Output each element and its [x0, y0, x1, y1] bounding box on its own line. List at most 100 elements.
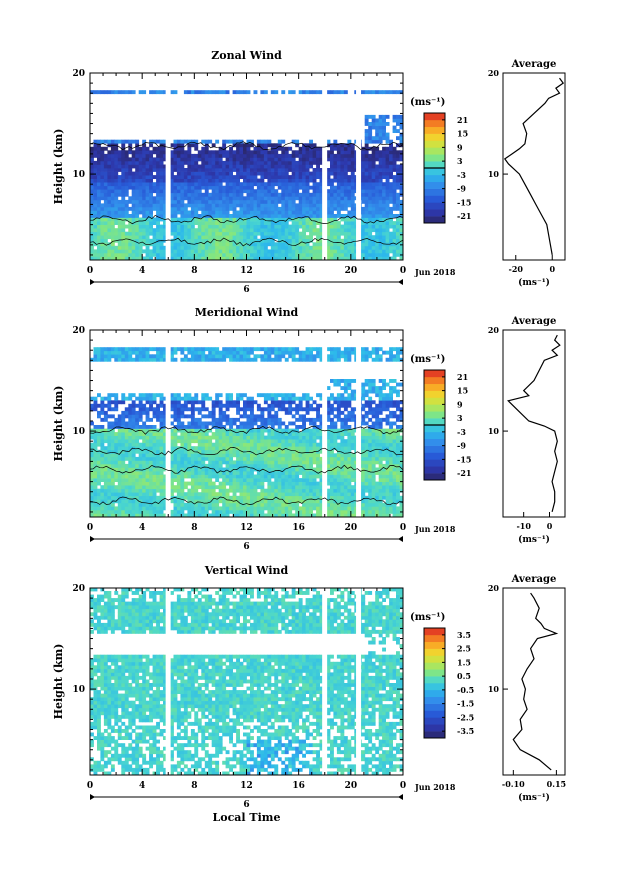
- heatmap-cell: [163, 164, 167, 169]
- heatmap-cell: [107, 513, 112, 518]
- heatmap-cell: [215, 139, 220, 144]
- heatmap-cell: [281, 178, 286, 183]
- heatmap-cell: [211, 245, 216, 250]
- heatmap-cell: [378, 153, 383, 158]
- heatmap-cell: [124, 182, 129, 187]
- colorbar-segment: [424, 154, 445, 162]
- heatmap-cell: [267, 199, 272, 204]
- heatmap-cell: [176, 474, 181, 479]
- heatmap-cell: [288, 245, 293, 250]
- heatmap-cell: [156, 256, 160, 261]
- heatmap-cell: [215, 400, 220, 405]
- heatmap-cell: [267, 242, 272, 247]
- heatmap-cell: [364, 146, 369, 151]
- heatmap-cell: [173, 460, 178, 465]
- heatmap-cell: [201, 513, 206, 518]
- heatmap-cell: [236, 506, 240, 511]
- heatmap-cell: [298, 217, 303, 222]
- heatmap-cell: [173, 499, 178, 504]
- heatmap-cell: [270, 407, 275, 412]
- heatmap-cell: [201, 453, 206, 458]
- heatmap-cell: [142, 206, 147, 211]
- heatmap-cell: [204, 495, 209, 500]
- heatmap-cell: [243, 485, 247, 490]
- heatmap-cell: [114, 393, 119, 398]
- heatmap-cell: [267, 414, 272, 419]
- heatmap-cell: [309, 150, 313, 155]
- heatmap-cell: [263, 492, 268, 497]
- heatmap-cell: [302, 252, 306, 257]
- heatmap-cell: [163, 421, 167, 426]
- heatmap-cell: [291, 139, 296, 144]
- heatmap-cell: [100, 357, 105, 362]
- heatmap-cell: [142, 435, 147, 440]
- heatmap-cell: [159, 478, 164, 482]
- heatmap-cell: [131, 456, 136, 461]
- heatmap-cell: [347, 143, 352, 148]
- heatmap-cell: [263, 139, 268, 144]
- heatmap-cell: [201, 506, 206, 511]
- heatmap-cell: [90, 189, 94, 194]
- heatmap-cell: [135, 495, 140, 500]
- heatmap-cell: [246, 206, 251, 211]
- heatmap-cell: [316, 90, 320, 95]
- heatmap-cell: [260, 168, 265, 172]
- heatmap-cell: [364, 143, 369, 148]
- heatmap-cell: [288, 196, 293, 201]
- heatmap-cell: [149, 425, 153, 429]
- heatmap-cell: [135, 428, 140, 433]
- heatmap-cell: [236, 474, 240, 479]
- heatmap-cell: [333, 217, 338, 222]
- heatmap-cell: [211, 143, 216, 148]
- heatmap-cell: [190, 178, 195, 183]
- heatmap-cell: [340, 185, 345, 190]
- heatmap-cell: [250, 196, 254, 201]
- heatmap-cell: [183, 396, 188, 401]
- heatmap-cell: [267, 249, 272, 254]
- heatmap-cell: [277, 217, 282, 222]
- heatmap-cell: [347, 252, 352, 257]
- heatmap-cell: [149, 485, 153, 490]
- heatmap-cell: [319, 153, 324, 158]
- heatmap-cell: [194, 196, 199, 201]
- heatmap-cell: [396, 114, 400, 119]
- heatmap-cell: [114, 252, 119, 257]
- heatmap-cell: [364, 252, 369, 257]
- heatmap-cell: [229, 509, 233, 514]
- heatmap-cell: [156, 189, 160, 194]
- heatmap-cell: [124, 153, 129, 158]
- heatmap-cell: [270, 439, 275, 444]
- heatmap-cell: [201, 432, 206, 436]
- heatmap-cell: [187, 425, 192, 429]
- heatmap-cell: [250, 432, 254, 436]
- heatmap-cell: [263, 231, 268, 236]
- heatmap-cell: [163, 357, 167, 362]
- heatmap-cell: [145, 481, 150, 486]
- heatmap-cell: [361, 178, 366, 183]
- heatmap-cell: [305, 189, 310, 194]
- heatmap-cell: [128, 432, 133, 436]
- heatmap-cell: [236, 231, 240, 236]
- heatmap-cell: [121, 245, 126, 250]
- heatmap-cell: [243, 502, 247, 507]
- heatmap-cell: [121, 446, 126, 451]
- heatmap-cell: [281, 175, 286, 179]
- heatmap-cell: [270, 414, 275, 419]
- heatmap-cell: [378, 206, 383, 211]
- heatmap-cell: [246, 513, 251, 518]
- heatmap-cell: [176, 481, 181, 486]
- heatmap-cell: [375, 199, 380, 204]
- heatmap-cell: [159, 357, 164, 362]
- heatmap-cell: [110, 221, 115, 225]
- heatmap-cell: [260, 357, 265, 362]
- heatmap-cell: [229, 467, 233, 472]
- heatmap-cell: [204, 354, 209, 359]
- heatmap-cell: [385, 199, 390, 204]
- heatmap-cell: [378, 114, 383, 119]
- heatmap-cell: [145, 460, 150, 465]
- heatmap-cell: [243, 495, 247, 500]
- heatmap-cell: [204, 428, 209, 433]
- heatmap-cell: [364, 150, 369, 155]
- heatmap-cell: [103, 139, 108, 144]
- heatmap-cell: [305, 168, 310, 172]
